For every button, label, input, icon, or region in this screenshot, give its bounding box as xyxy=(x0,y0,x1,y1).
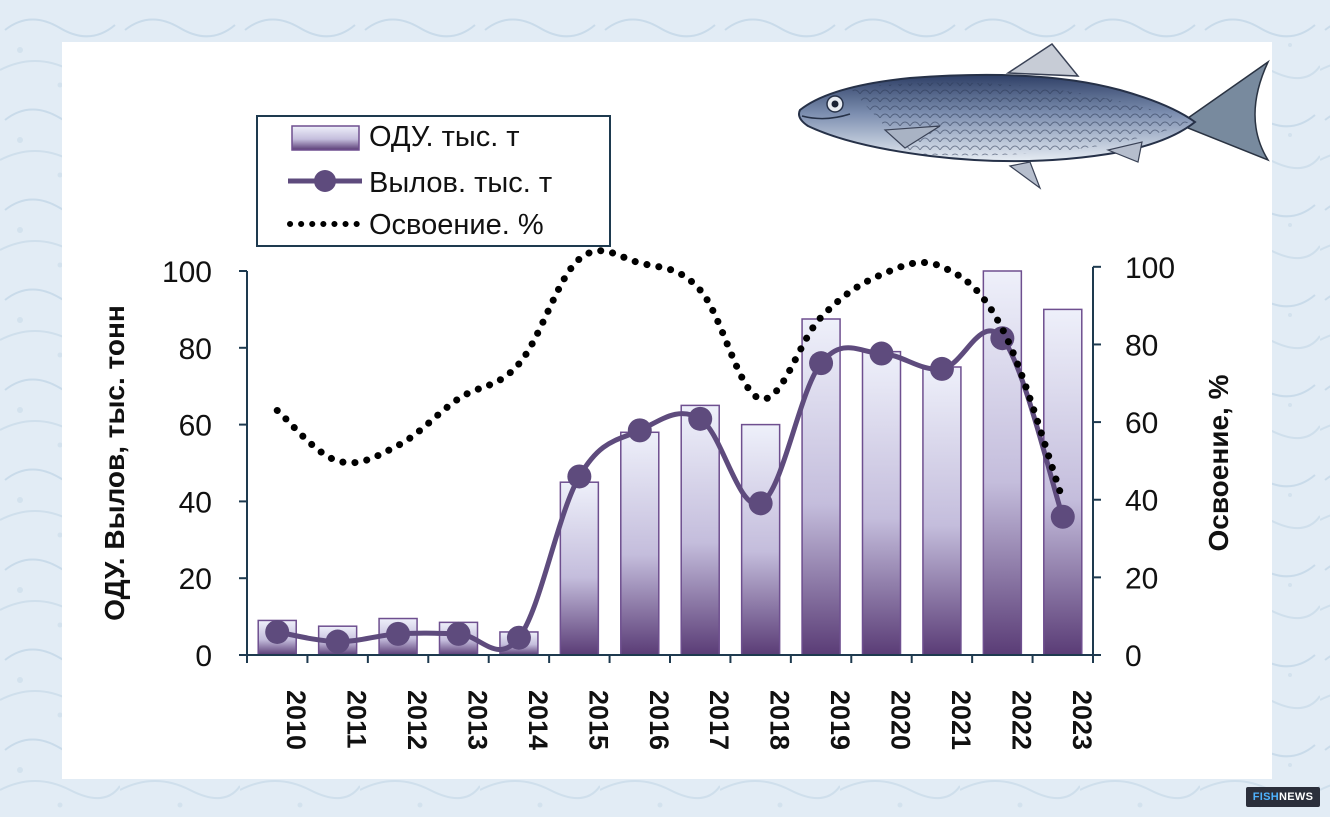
catch-point-2021 xyxy=(929,356,954,381)
catch-markers xyxy=(265,326,1075,654)
y2-axis-title: Освоение, % xyxy=(1203,374,1234,551)
bars-quota xyxy=(257,270,1083,656)
x-tick-label: 2023 xyxy=(1067,690,1097,750)
fish-anal-fin-icon xyxy=(1106,141,1143,163)
legend-label-catch: Вылов. тыс. т xyxy=(369,167,552,199)
legend-marker-icon xyxy=(314,170,336,192)
x-tick-label: 2015 xyxy=(583,690,613,750)
herring-illustration xyxy=(790,38,1280,203)
x-tick-label: 2021 xyxy=(946,690,976,750)
legend: ОДУ. тыс. т Вылов. тыс. т Освоение. % xyxy=(256,115,611,247)
catch-point-2016 xyxy=(627,418,652,443)
x-tick-label: 2010 xyxy=(281,690,311,750)
bar-quota-2017 xyxy=(680,404,720,656)
legend-bar-swatch xyxy=(291,125,360,151)
y2-tick-label: 80 xyxy=(1125,329,1158,362)
catch-point-2010 xyxy=(265,619,290,644)
legend-label-quota: ОДУ. тыс. т xyxy=(369,121,520,153)
bar-quota-2020 xyxy=(861,350,902,656)
catch-point-2023 xyxy=(1050,504,1075,529)
y2-tick-label: 20 xyxy=(1125,562,1158,595)
fish-pectoral-fin-icon xyxy=(883,125,941,149)
fish-tail-icon xyxy=(1187,59,1270,162)
axes: 0 20 40 60 80 100 0 20 40 60 80 100 2010 2011 2012 2013… xyxy=(162,252,1175,750)
bar-quota-2023 xyxy=(1043,308,1083,656)
watermark-part-1: FISH xyxy=(1252,791,1280,803)
y-tick-label: 40 xyxy=(179,486,212,519)
y2-tick-label: 60 xyxy=(1125,407,1158,440)
catch-point-2018 xyxy=(748,491,773,516)
y-tick-label: 100 xyxy=(162,256,212,289)
x-tick-label: 2020 xyxy=(886,690,916,750)
watermark-part-2: NEWS xyxy=(1279,791,1314,803)
x-tick-label: 2022 xyxy=(1006,690,1036,750)
y-tick-label: 20 xyxy=(179,563,212,596)
x-tick-label: 2013 xyxy=(463,690,493,750)
fishnews-watermark: FISHNEWS xyxy=(1246,787,1320,807)
x-tick-label: 2016 xyxy=(644,690,674,750)
y-tick-label: 80 xyxy=(179,333,212,366)
y-axis-title: ОДУ. Вылов, тыс. тонн xyxy=(99,305,130,621)
x-tick-label: 2019 xyxy=(825,690,855,750)
y2-tick-label: 0 xyxy=(1125,640,1142,673)
bar-quota-2016 xyxy=(620,431,660,656)
y-tick-label: 60 xyxy=(179,410,212,443)
catch-point-2012 xyxy=(386,621,411,646)
x-tick-label: 2012 xyxy=(402,690,432,750)
x-tick-label: 2017 xyxy=(704,690,734,750)
bar-quota-2021 xyxy=(922,366,962,656)
x-tick-label: 2018 xyxy=(765,690,795,750)
x-tick-label: 2014 xyxy=(523,690,553,750)
x-tick-label: 2011 xyxy=(342,690,372,749)
legend-label-percent: Освоение. % xyxy=(369,209,544,241)
catch-point-2011 xyxy=(325,629,350,654)
catch-point-2013 xyxy=(446,621,471,646)
percent-dotted-line xyxy=(273,247,1067,504)
bar-quota-2018 xyxy=(740,423,781,656)
catch-point-2015 xyxy=(567,464,592,489)
catch-point-2019 xyxy=(809,351,834,376)
catch-point-2017 xyxy=(688,406,713,431)
y2-tick-label: 40 xyxy=(1125,485,1158,518)
y-tick-label: 0 xyxy=(195,640,212,673)
fish-pelvic-fin-icon xyxy=(1008,161,1042,190)
y2-tick-label: 100 xyxy=(1125,252,1175,285)
fish-dorsal-fin-icon xyxy=(1005,43,1080,77)
catch-point-2020 xyxy=(869,341,894,366)
catch-point-2014 xyxy=(506,625,531,650)
